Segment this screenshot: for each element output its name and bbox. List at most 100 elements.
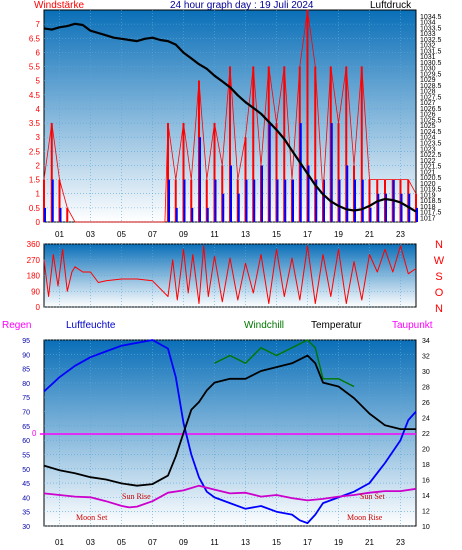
x-tick-label-bottom: 21 [365, 538, 374, 547]
pressure-tick-label: 1027 [420, 100, 436, 107]
pressure-tick-label: 1018 [420, 204, 436, 211]
wind-tick-label: 3.5 [29, 119, 41, 128]
compass-label: W [434, 255, 445, 267]
x-tick-label-bottom: 23 [396, 538, 405, 547]
x-tick-label-top: 15 [272, 230, 281, 239]
temperature-tick-label: 12 [422, 509, 430, 516]
wind-tick-label: 6 [36, 48, 41, 57]
wind-tick-label: 4 [36, 105, 41, 114]
temperature-tick-label: 14 [422, 493, 430, 500]
rain-zero-label: 0 [32, 429, 37, 438]
pressure-tick-label: 1024.5 [420, 129, 442, 136]
pressure-tick-label: 1028 [420, 89, 436, 96]
windchill-series-line [214, 339, 355, 388]
dewpoint-series-line [43, 484, 417, 509]
wind-tick-label: 1 [36, 190, 41, 199]
wind-axis-title: Windstärke [34, 0, 85, 11]
humidity-tick-label: 50 [22, 467, 30, 474]
humidity-legend-label: Luftfeuchte [66, 320, 116, 331]
compass-label: N [435, 303, 443, 315]
humidity-tick-label: 35 [22, 510, 30, 517]
wind-tick-label: 1.5 [29, 176, 41, 185]
pressure-tick-label: 1023.5 [420, 141, 442, 148]
temperature-tick-label: 20 [422, 447, 430, 454]
humidity-tick-label: 60 [22, 438, 30, 445]
pressure-tick-label: 1019 [420, 192, 436, 199]
pressure-tick-label: 1028.5 [420, 83, 442, 90]
temperature-tick-label: 34 [422, 338, 430, 345]
chart-title: 24 hour graph day : 19 Juli 2024 [170, 0, 314, 11]
pressure-tick-label: 1025.5 [420, 117, 442, 124]
pressure-tick-label: 1030.5 [420, 60, 442, 67]
direction-tick-label: 180 [27, 272, 41, 281]
temperature-legend-label: Temperatur [311, 320, 362, 331]
sun-set-label: Sun Set [360, 492, 385, 501]
x-tick-label-top: 13 [241, 230, 250, 239]
wind-tick-label: 4.5 [29, 91, 41, 100]
pressure-series-line [43, 22, 417, 213]
temperature-series-line [43, 354, 416, 487]
pressure-tick-label: 1032 [420, 43, 436, 50]
pressure-tick-label: 1022.5 [420, 152, 442, 159]
humidity-tick-label: 80 [22, 381, 30, 388]
temperature-tick-label: 24 [422, 416, 430, 423]
wind-direction-line [43, 245, 417, 304]
x-tick-label-bottom: 05 [117, 538, 126, 547]
wind-tick-label: 7 [36, 20, 41, 29]
pressure-tick-label: 1024 [420, 135, 436, 142]
pressure-tick-label: 1019.5 [420, 187, 442, 194]
humidity-tick-label: 40 [22, 495, 30, 502]
x-tick-label-top: 17 [303, 230, 312, 239]
x-tick-label-bottom: 07 [148, 538, 157, 547]
pressure-tick-label: 1021.5 [420, 164, 442, 171]
x-tick-label-bottom: 03 [86, 538, 95, 547]
pressure-axis-title: Luftdruck [370, 0, 412, 11]
temperature-tick-label: 28 [422, 385, 430, 392]
temperature-tick-label: 26 [422, 400, 430, 407]
temperature-tick-label: 10 [422, 524, 430, 531]
pressure-tick-label: 1034.5 [420, 14, 442, 21]
wind-tick-label: 0.5 [29, 204, 41, 213]
pressure-tick-label: 1018.5 [420, 198, 442, 205]
pressure-tick-label: 1029.5 [420, 71, 442, 78]
sun-rise-label: Sun Rise [122, 492, 151, 501]
x-tick-label-top: 03 [86, 230, 95, 239]
x-tick-label-bottom: 01 [55, 538, 64, 547]
humidity-tick-label: 90 [22, 352, 30, 359]
direction-tick-label: 270 [27, 256, 41, 265]
pressure-tick-label: 1026.5 [420, 106, 442, 113]
pressure-tick-label: 1027.5 [420, 94, 442, 101]
pressure-tick-label: 1029 [420, 77, 436, 84]
wind-tick-label: 0 [36, 218, 41, 227]
x-tick-label-top: 07 [148, 230, 157, 239]
compass-label: N [435, 239, 443, 251]
pressure-tick-label: 1017 [420, 215, 436, 222]
pressure-tick-label: 1020 [420, 181, 436, 188]
x-tick-label-bottom: 17 [303, 538, 312, 547]
direction-tick-label: 0 [36, 303, 41, 312]
temperature-tick-label: 16 [422, 478, 430, 485]
direction-tick-label: 360 [27, 240, 41, 249]
humidity-tick-label: 70 [22, 410, 30, 417]
compass-label: S [435, 271, 442, 283]
windchill-legend-label: Windchill [244, 320, 285, 331]
x-tick-label-top: 11 [210, 230, 219, 239]
x-tick-label-top: 21 [365, 230, 374, 239]
x-tick-label-top: 09 [179, 230, 188, 239]
pressure-tick-label: 1033.5 [420, 25, 442, 32]
pressure-tick-label: 1031 [420, 54, 436, 61]
pressure-tick-label: 1020.5 [420, 175, 442, 182]
pressure-tick-label: 1017.5 [420, 210, 442, 217]
humidity-tick-label: 75 [22, 395, 30, 402]
temperature-tick-label: 30 [422, 369, 430, 376]
moon-rise-label: Moon Rise [347, 513, 383, 522]
direction-tick-label: 90 [31, 287, 40, 296]
pressure-tick-label: 1023 [420, 146, 436, 153]
wind-series-line [43, 9, 417, 223]
pressure-tick-label: 1021 [420, 169, 436, 176]
pressure-tick-label: 1030 [420, 66, 436, 73]
temperature-tick-label: 18 [422, 462, 430, 469]
x-tick-label-top: 19 [334, 230, 343, 239]
wind-tick-label: 5.5 [29, 63, 41, 72]
